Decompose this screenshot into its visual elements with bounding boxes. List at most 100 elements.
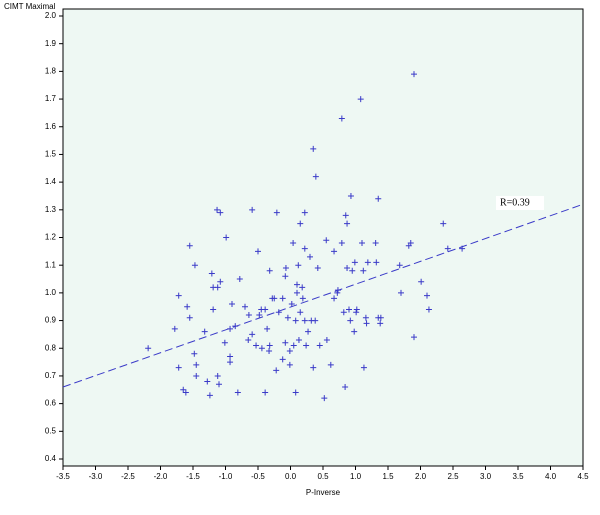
point (425, 306, 432, 313)
point (227, 325, 234, 332)
y-tick-label: 1.5 (45, 150, 57, 159)
y-axis-label: CIMT Maximal (4, 2, 56, 11)
point (305, 328, 312, 335)
regression-line (62, 203, 584, 388)
point (418, 278, 425, 285)
point (271, 295, 278, 302)
point (262, 306, 269, 313)
point (307, 253, 313, 260)
point (245, 336, 252, 343)
point (295, 336, 302, 343)
point (323, 336, 330, 343)
y-tick-label: 1.4 (45, 177, 57, 186)
y-tick-label: 1.9 (45, 39, 57, 48)
point (301, 209, 308, 216)
annotation: R=0.39 (500, 197, 530, 208)
point (284, 314, 291, 321)
point (279, 356, 286, 363)
point (344, 264, 351, 271)
y-tick-label: 0.5 (45, 426, 57, 435)
point (340, 309, 347, 316)
point (292, 317, 299, 324)
point (344, 220, 351, 227)
y-tick-label: 1.1 (45, 260, 57, 269)
y-tick-label: 1.2 (45, 233, 57, 242)
point (316, 342, 323, 349)
point (301, 245, 308, 252)
point (245, 312, 252, 319)
point (282, 264, 289, 271)
point (360, 364, 367, 371)
point (362, 314, 369, 321)
point (275, 309, 282, 316)
point (310, 364, 317, 371)
y-tick-label: 1.6 (45, 122, 57, 131)
point (262, 389, 269, 396)
x-tick-label: 2.5 (447, 472, 459, 481)
y-tick-label: 0.4 (45, 454, 57, 463)
point (411, 334, 417, 341)
point (221, 339, 228, 346)
point (214, 284, 221, 291)
point (351, 259, 358, 266)
point (349, 267, 356, 274)
point (303, 342, 310, 349)
point (294, 281, 300, 288)
point (321, 395, 328, 402)
point (327, 361, 334, 368)
x-tick-label: -0.5 (251, 472, 265, 481)
point (232, 323, 239, 330)
point (191, 350, 198, 357)
point (351, 328, 358, 335)
point (398, 289, 404, 296)
x-axis-label: P-Inverse (306, 488, 341, 497)
y-tick-label: 1.0 (45, 288, 57, 297)
point (236, 276, 243, 283)
point (145, 345, 152, 352)
x-tick-label: 0.0 (285, 472, 297, 481)
point (210, 306, 217, 313)
x-tick-label: 4.0 (545, 472, 557, 481)
point (249, 331, 256, 338)
point (186, 314, 193, 321)
y-tick-label: 1.8 (45, 66, 57, 75)
point (282, 273, 289, 280)
point (227, 353, 234, 360)
x-tick-label: 1.0 (350, 472, 362, 481)
point (346, 306, 352, 313)
point (407, 240, 414, 247)
point (286, 348, 293, 355)
point (180, 386, 187, 393)
point (217, 209, 224, 216)
y-tick-label: 0.7 (45, 371, 57, 380)
point (363, 320, 370, 327)
point (338, 115, 345, 122)
point (440, 220, 447, 227)
point (182, 389, 189, 396)
point (256, 312, 263, 319)
x-tick-label: -2.0 (154, 472, 168, 481)
point (266, 342, 273, 349)
y-tick-label: 2.0 (45, 11, 57, 20)
point (347, 192, 354, 199)
point (282, 339, 289, 346)
point (334, 287, 341, 294)
point (342, 212, 349, 219)
point (214, 372, 221, 379)
point (253, 342, 260, 349)
point (424, 292, 430, 299)
point (255, 248, 261, 255)
point (292, 389, 299, 396)
point (299, 284, 306, 291)
point (201, 328, 208, 335)
point (310, 145, 317, 152)
point (204, 378, 211, 385)
x-tick-label: -1.0 (219, 472, 233, 481)
point (396, 262, 403, 269)
point (342, 384, 349, 391)
point (279, 295, 286, 302)
y-tick-label: 1.7 (45, 94, 57, 103)
point (295, 262, 302, 269)
x-tick-label: 4.5 (577, 472, 589, 481)
point (323, 237, 330, 244)
